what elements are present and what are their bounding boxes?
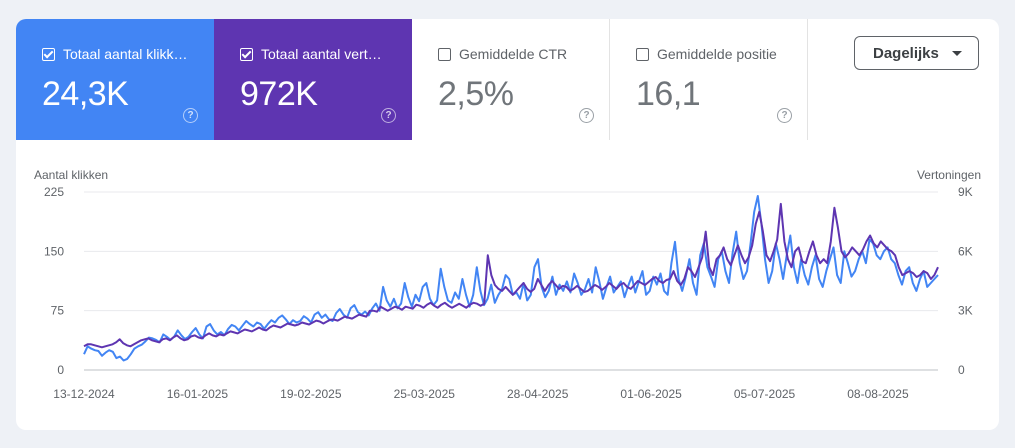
metric-header: Gemiddelde CTR	[438, 46, 567, 62]
metric-average-position[interactable]: Gemiddelde positie 16,1 ?	[610, 19, 808, 140]
metric-label: Gemiddelde positie	[657, 46, 777, 62]
impressions-line	[83, 202, 939, 349]
metric-label: Totaal aantal vert…	[261, 46, 382, 62]
metric-value: 2,5%	[438, 75, 514, 113]
performance-chart[interactable]: 0 0 75 3K 150 6K 225 9K 13-12-2024 16-01-2025 19-0…	[16, 19, 999, 430]
granularity-dropdown[interactable]: Dagelijks	[854, 36, 979, 70]
x-tick-label: 16-01-2025	[167, 387, 229, 401]
checkbox-unchecked-icon[interactable]	[438, 47, 451, 61]
y-tick-right: 0	[958, 363, 965, 377]
right-axis-title: Vertoningen	[916, 168, 981, 182]
y-tick-left: 0	[57, 363, 64, 377]
metric-header: Totaal aantal klikk…	[42, 46, 188, 62]
x-tick-label: 05-07-2025	[734, 387, 796, 401]
dropdown-label: Dagelijks	[873, 44, 939, 62]
metric-label: Totaal aantal klikk…	[63, 46, 188, 62]
left-axis-title: Aantal klikken	[34, 168, 109, 182]
checkbox-checked-icon[interactable]	[42, 47, 55, 61]
x-tick-label: 28-04-2025	[507, 387, 569, 401]
metric-total-impressions[interactable]: Totaal aantal vert… 972K ?	[214, 19, 412, 140]
caret-down-icon	[952, 51, 962, 56]
performance-card: Totaal aantal klikk… 24,3K ? Totaal aant…	[16, 19, 999, 430]
y-tick-right: 6K	[958, 244, 973, 258]
metric-average-ctr[interactable]: Gemiddelde CTR 2,5% ?	[412, 19, 610, 140]
y-tick-right: 9K	[958, 185, 973, 199]
metric-value: 16,1	[636, 75, 701, 113]
help-icon[interactable]: ?	[381, 108, 396, 123]
y-tick-left: 75	[51, 304, 65, 318]
help-icon[interactable]: ?	[579, 108, 594, 123]
clicks-line	[83, 195, 939, 362]
y-tick-right: 3K	[958, 304, 973, 318]
checkbox-unchecked-icon[interactable]	[636, 47, 649, 61]
help-icon[interactable]: ?	[777, 108, 792, 123]
metric-header: Totaal aantal vert…	[240, 46, 382, 62]
y-tick-left: 150	[44, 244, 64, 258]
checkbox-checked-icon[interactable]	[240, 47, 253, 61]
x-tick-label: 13-12-2024	[53, 387, 115, 401]
metric-header: Gemiddelde positie	[636, 46, 777, 62]
help-icon[interactable]: ?	[183, 108, 198, 123]
x-tick-label: 08-08-2025	[847, 387, 909, 401]
metric-label: Gemiddelde CTR	[459, 46, 568, 62]
x-tick-label: 25-03-2025	[394, 387, 456, 401]
x-tick-label: 01-06-2025	[620, 387, 682, 401]
y-tick-left: 225	[44, 185, 64, 199]
x-tick-label: 19-02-2025	[280, 387, 342, 401]
metric-value: 24,3K	[42, 75, 129, 113]
metric-value: 972K	[240, 75, 318, 113]
metric-total-clicks[interactable]: Totaal aantal klikk… 24,3K ?	[16, 19, 214, 140]
